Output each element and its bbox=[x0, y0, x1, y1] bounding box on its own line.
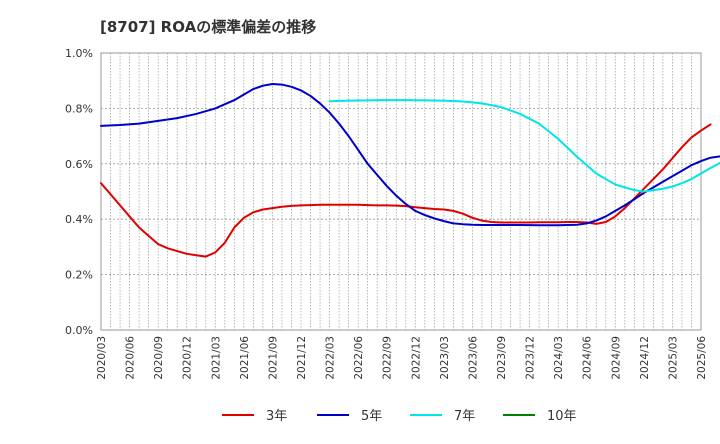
legend: 3年 5年 7年 10年 bbox=[222, 409, 577, 424]
legend-label: 10年 bbox=[547, 409, 577, 424]
legend-label: 3年 bbox=[266, 409, 287, 424]
x-tick-label: 2024/03 bbox=[553, 336, 565, 380]
x-tick-label: 2023/06 bbox=[467, 336, 479, 380]
x-tick-label: 2024/06 bbox=[582, 336, 594, 380]
x-tick-label: 2020/09 bbox=[153, 336, 165, 380]
legend-item: 5年 bbox=[317, 409, 382, 424]
x-tick-label: 2021/09 bbox=[267, 336, 279, 380]
legend-item: 10年 bbox=[503, 409, 577, 424]
x-tick-label: 2023/12 bbox=[525, 336, 537, 380]
series-line-2 bbox=[328, 99, 720, 193]
x-tick-label: 2021/12 bbox=[296, 336, 308, 380]
y-axis: 0.0% 0.2% 0.4% 0.6% 0.8% 1.0% bbox=[65, 47, 93, 337]
x-tick-label: 2021/06 bbox=[239, 336, 251, 380]
x-tick-label: 2022/09 bbox=[382, 336, 394, 380]
x-tick-label: 2022/12 bbox=[410, 336, 422, 380]
legend-item: 7年 bbox=[410, 409, 475, 424]
x-axis: 2020/03 2020/06 2020/09 2020/12 2021/03 2021/… bbox=[96, 336, 708, 380]
x-tick-label: 2023/09 bbox=[496, 336, 508, 380]
x-tick-label: 2022/06 bbox=[353, 336, 365, 380]
legend-label: 7年 bbox=[454, 409, 475, 424]
legend-label: 5年 bbox=[361, 409, 382, 424]
x-tick-label: 2023/03 bbox=[439, 336, 451, 380]
x-tick-label: 2025/06 bbox=[696, 336, 708, 380]
x-tick-label: 2025/03 bbox=[667, 336, 679, 380]
y-tick-label: 0.6% bbox=[65, 158, 93, 171]
y-tick-label: 0.4% bbox=[65, 213, 93, 226]
series-layer bbox=[100, 83, 720, 258]
series-line-1 bbox=[100, 83, 720, 227]
x-tick-label: 2020/12 bbox=[182, 336, 194, 380]
series-line-0 bbox=[100, 123, 712, 258]
x-tick-label: 2022/03 bbox=[325, 336, 337, 380]
y-tick-label: 1.0% bbox=[65, 47, 93, 60]
x-tick-label: 2020/03 bbox=[96, 336, 108, 380]
y-tick-label: 0.8% bbox=[65, 102, 93, 115]
plot-background bbox=[101, 53, 701, 330]
x-tick-label: 2024/12 bbox=[639, 336, 651, 380]
x-tick-label: 2024/09 bbox=[610, 336, 622, 380]
legend-item: 3年 bbox=[222, 409, 287, 424]
y-tick-label: 0.2% bbox=[65, 269, 93, 282]
plot-area bbox=[100, 52, 702, 331]
plot-frame bbox=[100, 52, 702, 331]
x-tick-label: 2021/03 bbox=[210, 336, 222, 380]
chart-title: [8707] ROAの標準偏差の推移 bbox=[100, 18, 316, 36]
x-tick-label: 2020/06 bbox=[125, 336, 137, 380]
y-tick-label: 0.0% bbox=[65, 324, 93, 337]
